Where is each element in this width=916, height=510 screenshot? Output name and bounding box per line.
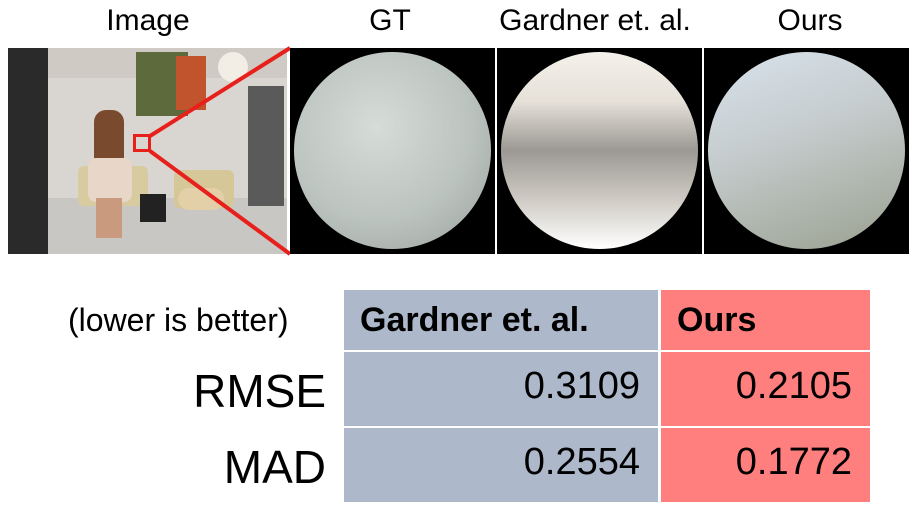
table-header-gardner: Gardner et. al. bbox=[344, 290, 658, 350]
row-label-rmse: RMSE bbox=[193, 365, 326, 417]
table-header-ours: Ours bbox=[661, 290, 870, 350]
photo-side-table bbox=[140, 194, 166, 222]
mad-gardner-value: 0.2554 bbox=[344, 428, 658, 502]
gt-light-probe bbox=[294, 52, 491, 249]
probe-location-marker bbox=[133, 134, 151, 152]
gt-column-title: GT bbox=[369, 4, 411, 37]
gardner-probe-panel bbox=[497, 48, 702, 254]
photo-dog bbox=[178, 188, 224, 210]
ours-column-title: Ours bbox=[777, 4, 843, 37]
rmse-ours-value: 0.2105 bbox=[661, 352, 870, 426]
ours-probe-panel bbox=[704, 48, 909, 254]
photo-mannequin-legs bbox=[96, 198, 122, 238]
mad-ours-value: 0.1772 bbox=[661, 428, 870, 502]
rmse-gardner-value: 0.3109 bbox=[344, 352, 658, 426]
gt-probe-panel bbox=[290, 48, 495, 254]
image-column-title: Image bbox=[106, 4, 190, 37]
ours-light-probe bbox=[708, 52, 905, 249]
photo-lamp bbox=[218, 52, 248, 82]
photo-mannequin-dress bbox=[88, 158, 132, 202]
photo-shelf bbox=[248, 86, 284, 206]
row-label-mad: MAD bbox=[223, 441, 326, 493]
photo-orange-poster bbox=[176, 56, 206, 110]
photo-dark-curtain bbox=[8, 48, 48, 254]
table-caption: (lower is better) bbox=[68, 302, 289, 338]
gardner-light-probe bbox=[501, 52, 698, 249]
gardner-column-title: Gardner et. al. bbox=[499, 4, 691, 37]
